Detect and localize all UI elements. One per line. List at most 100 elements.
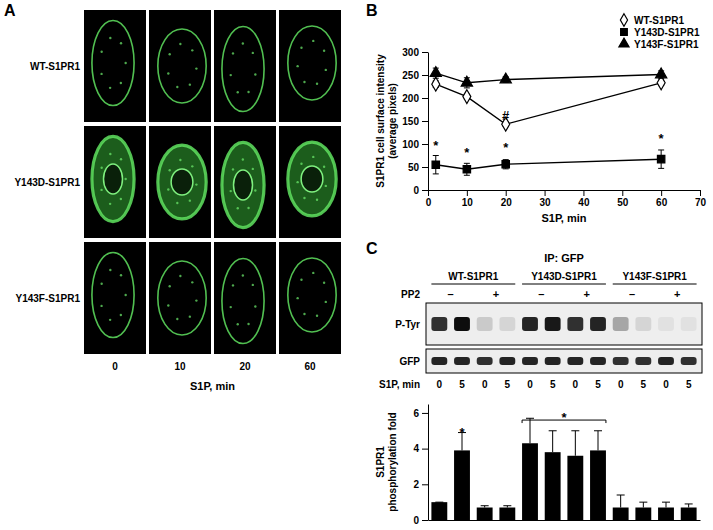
vesicle — [247, 207, 249, 209]
vesicle — [100, 73, 102, 75]
vesicle — [120, 158, 122, 160]
marker — [463, 166, 470, 173]
lane-label: 5 — [550, 379, 556, 390]
bar — [477, 508, 493, 520]
bar — [545, 452, 561, 520]
tick-mark — [422, 75, 428, 76]
legend-label: Y143F-S1PR1 — [634, 39, 699, 50]
error-bar-cap — [639, 502, 647, 503]
vesicle — [120, 274, 122, 276]
treatment-label: + — [674, 288, 680, 300]
marker — [461, 76, 472, 86]
vesicle — [312, 272, 314, 274]
error-bar — [662, 502, 670, 507]
micrograph — [84, 126, 146, 238]
bar — [681, 508, 697, 520]
tick-label: 4 — [413, 443, 419, 454]
tick-label: 20 — [501, 197, 513, 208]
micrograph — [279, 10, 341, 122]
vesicle — [109, 153, 111, 155]
axis-line — [428, 405, 429, 521]
vesicle — [300, 163, 302, 165]
cell-nucleus — [104, 164, 123, 194]
vesicle — [168, 285, 170, 287]
marker — [432, 161, 439, 168]
tick-mark — [422, 52, 428, 53]
image-background — [84, 10, 146, 122]
vesicle — [300, 279, 302, 281]
plot-area — [431, 418, 696, 520]
vesicle — [167, 188, 169, 190]
vesicle — [252, 284, 254, 286]
legend-marker — [620, 14, 627, 26]
row-label: WT-S1PR1 — [30, 61, 80, 72]
vesicle — [191, 281, 193, 283]
tick-mark — [545, 190, 546, 196]
blot-band — [681, 357, 697, 365]
error-bar — [503, 160, 509, 169]
vesicle — [325, 185, 327, 187]
vesicle — [191, 165, 193, 167]
axis-title: S1P, min — [190, 380, 235, 392]
annotation: # — [502, 108, 510, 123]
vesicle — [168, 53, 170, 55]
vesicle — [325, 69, 327, 71]
western-blot: IP: GFPWT-S1PR1Y143D-S1PR1Y143F-S1PR1PP2… — [379, 252, 702, 390]
vesicle — [254, 305, 256, 307]
vesicle — [230, 74, 232, 76]
vesicle — [189, 199, 191, 201]
tick-label: 10 — [462, 197, 474, 208]
marker — [432, 77, 440, 91]
error-bar — [464, 163, 470, 175]
tick-label: 0 — [413, 185, 419, 196]
vesicle — [230, 190, 232, 192]
axis: 010203040506070 — [426, 190, 707, 208]
tick-label: 40 — [578, 197, 590, 208]
tick-mark — [422, 413, 428, 414]
figure: ABCWT-S1PR1Y143D-S1PR1Y143F-S1PR10102060… — [0, 0, 713, 530]
blot-band — [522, 317, 538, 331]
vesicle — [120, 198, 122, 200]
vesicle — [167, 304, 169, 306]
group-label: WT-S1PR1 — [448, 271, 498, 282]
bar — [590, 450, 606, 520]
group-label: Y143D-S1PR1 — [531, 271, 597, 282]
annotation: * — [659, 131, 665, 146]
legend-marker — [621, 29, 628, 36]
micrograph — [149, 242, 211, 354]
axis — [429, 520, 701, 521]
tick: 50 — [408, 162, 428, 173]
axis: 0246 — [413, 405, 428, 526]
vesicle — [312, 40, 314, 42]
blot-band — [635, 317, 651, 331]
vesicle — [296, 181, 298, 183]
tick-label: 50 — [408, 162, 420, 173]
lane-label: 5 — [641, 379, 647, 390]
tick-mark — [422, 121, 428, 122]
marker — [656, 68, 667, 78]
axis-title: phosphorylation fold — [387, 412, 398, 511]
group-label: Y143F-S1PR1 — [622, 271, 687, 282]
vesicle — [124, 62, 126, 64]
cell-nucleus — [301, 166, 323, 192]
legend-entry: Y143F-S1PR1 — [619, 38, 699, 50]
column-label: 20 — [239, 361, 251, 372]
vesicle — [109, 319, 111, 321]
cell-nucleus — [171, 169, 193, 195]
tick: 70 — [695, 190, 707, 208]
row-label: GFP — [399, 356, 420, 367]
error-bar — [594, 431, 602, 451]
tick-label: 60 — [656, 197, 668, 208]
row-label: S1P, min — [379, 379, 420, 390]
blot-band — [590, 317, 606, 331]
error-bar-cap — [662, 502, 670, 503]
vesicle — [323, 50, 325, 52]
error-bar-cap — [464, 163, 470, 164]
bar — [499, 508, 515, 520]
treatment-label: – — [538, 288, 544, 300]
vesicle — [109, 269, 111, 271]
vesicle — [124, 294, 126, 296]
vesicle — [100, 305, 102, 307]
image-background — [149, 242, 211, 354]
vesicle — [176, 318, 178, 320]
